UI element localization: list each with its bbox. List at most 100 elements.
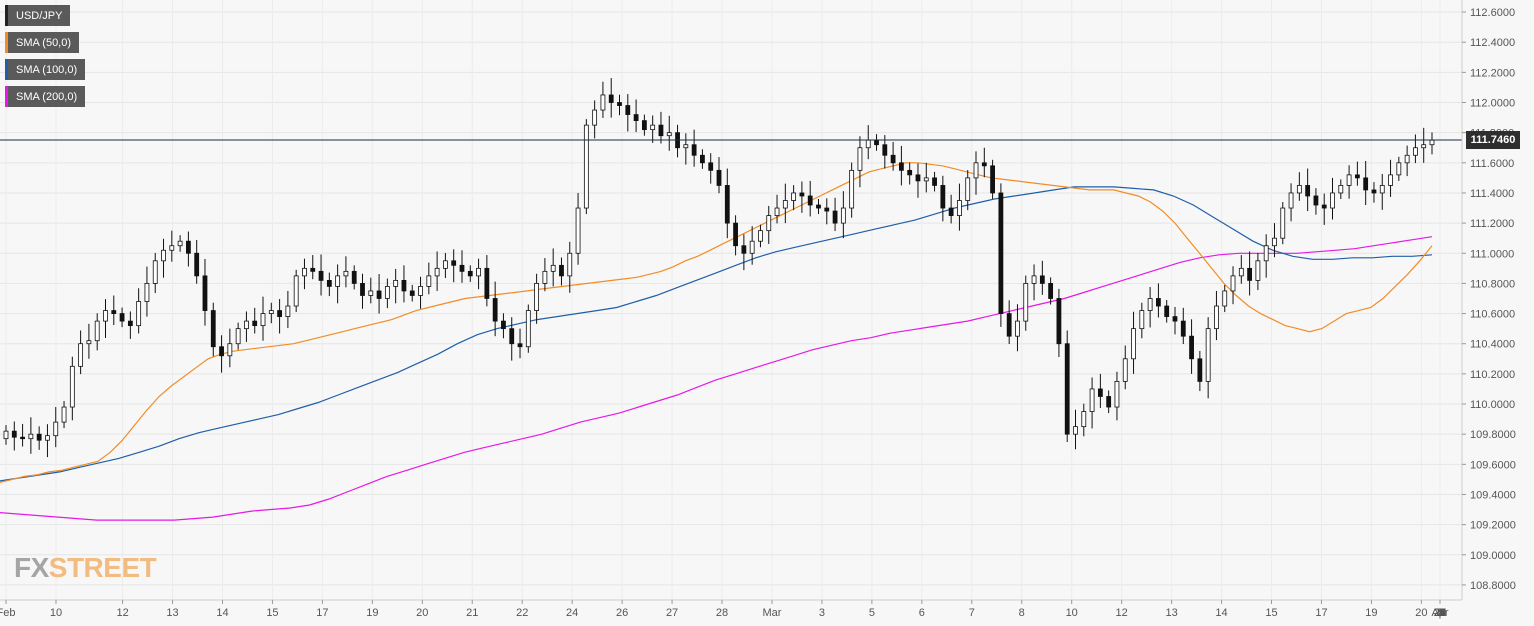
candle-body [152, 260, 158, 284]
candle-body [1189, 335, 1194, 360]
chart-legend: USD/JPY SMA (50,0) SMA (100,0) SMA (200,… [5, 5, 86, 113]
logo-street: STREET [48, 552, 157, 583]
y-tick-label: 111.6000 [1470, 158, 1514, 170]
candle-body [45, 435, 50, 441]
candle-body [774, 207, 780, 216]
candle-body [708, 162, 714, 171]
x-tick-label: 13 [1165, 607, 1177, 619]
candle-body [501, 320, 506, 330]
candle-body [857, 147, 863, 171]
x-tick-label: 12 [116, 607, 128, 619]
candle-body [119, 313, 125, 322]
candle-body [202, 275, 208, 311]
candle-body [1214, 305, 1219, 330]
x-tick-label: 20 [416, 607, 428, 619]
y-tick-label: 112.4000 [1470, 37, 1515, 49]
candle-body [1031, 275, 1037, 284]
candle-body [1114, 381, 1120, 408]
candle-body [1097, 388, 1103, 397]
y-tick-label: 108.8000 [1470, 580, 1516, 592]
last-price-tag: 111.7460 [1466, 131, 1520, 149]
candle-body [302, 267, 307, 277]
candle-body [1131, 328, 1136, 360]
candle-body [94, 320, 100, 342]
candle-body [86, 340, 92, 345]
x-tick-label: 27 [1434, 607, 1446, 619]
candle-body [691, 144, 697, 156]
candle-body [343, 270, 349, 277]
candle-body [534, 283, 540, 311]
y-tick-label: 110.4000 [1470, 339, 1515, 351]
candle-body [998, 192, 1004, 314]
candle-body [260, 313, 266, 327]
sma-lines [0, 162, 1433, 521]
candle-body [36, 433, 42, 441]
candle-body [467, 270, 473, 277]
candle-body [1006, 313, 1012, 337]
y-tick-label: 110.2000 [1470, 369, 1515, 381]
legend-item-sma100[interactable]: SMA (100,0) [5, 59, 86, 80]
candle-body [807, 195, 813, 206]
candle-body [492, 298, 498, 322]
candle-body [210, 310, 216, 348]
y-tick-label: 109.4000 [1470, 489, 1516, 501]
candle-body [1379, 185, 1385, 194]
legend-label: SMA (200,0) [16, 90, 78, 103]
candle-body [285, 305, 291, 317]
y-tick-label: 109.6000 [1470, 459, 1516, 471]
x-axis-ticks: Feb1012131415171920212224262728Mar356781… [0, 600, 1449, 619]
legend-item-sma200[interactable]: SMA (200,0) [5, 86, 86, 107]
candle-body [633, 114, 639, 122]
x-tick-label: 24 [566, 607, 578, 619]
candle-body [865, 139, 871, 149]
x-tick-label: 21 [466, 607, 478, 619]
y-tick-label: 111.2000 [1470, 218, 1514, 230]
x-tick-label: 14 [1215, 607, 1227, 619]
candle-body [733, 222, 738, 247]
candle-body [583, 124, 589, 209]
candle-body [1263, 245, 1269, 262]
x-tick-label: 5 [1437, 607, 1443, 619]
legend-swatch [5, 32, 8, 53]
candle-body [1122, 358, 1128, 382]
candle-body [434, 267, 440, 277]
candle-body [550, 264, 556, 272]
candle-body [144, 283, 150, 302]
candle-body [426, 275, 432, 287]
candle-body [525, 310, 531, 348]
candle-body [127, 320, 133, 327]
legend-swatch [5, 5, 8, 26]
candle-body [1222, 290, 1228, 307]
candle-body [409, 290, 415, 296]
candle-body [1371, 189, 1377, 194]
candle-body [832, 210, 838, 224]
legend-label: USD/JPY [16, 9, 63, 22]
legend-label: SMA (100,0) [16, 63, 78, 76]
candle-body [476, 267, 481, 277]
x-tick-label: 24 [1434, 607, 1446, 619]
candle-body [559, 264, 564, 277]
candle-body [973, 162, 979, 179]
candle-body [766, 215, 772, 232]
candle-body [1255, 260, 1261, 281]
candle-body [1048, 283, 1054, 299]
candle-body [1073, 426, 1078, 435]
candle-body [293, 275, 299, 307]
candle-body [625, 105, 631, 115]
legend-item-sma50[interactable]: SMA (50,0) [5, 32, 80, 53]
x-tick-label: 10 [1066, 607, 1078, 619]
candle-body [1346, 174, 1352, 186]
candle-body [641, 120, 647, 131]
x-tick-label: 3 [819, 607, 825, 619]
candle-body [882, 144, 888, 156]
x-tick-label: 19 [366, 607, 378, 619]
legend-item-usdjpy[interactable]: USD/JPY [5, 5, 71, 26]
candle-body [1421, 144, 1427, 149]
y-tick-label: 111.0000 [1470, 248, 1514, 260]
candle-body [393, 280, 399, 287]
candle-body [1106, 396, 1112, 408]
candle-body [1139, 310, 1145, 330]
x-tick-label: 4 [1437, 607, 1443, 619]
candle-body [310, 267, 316, 272]
